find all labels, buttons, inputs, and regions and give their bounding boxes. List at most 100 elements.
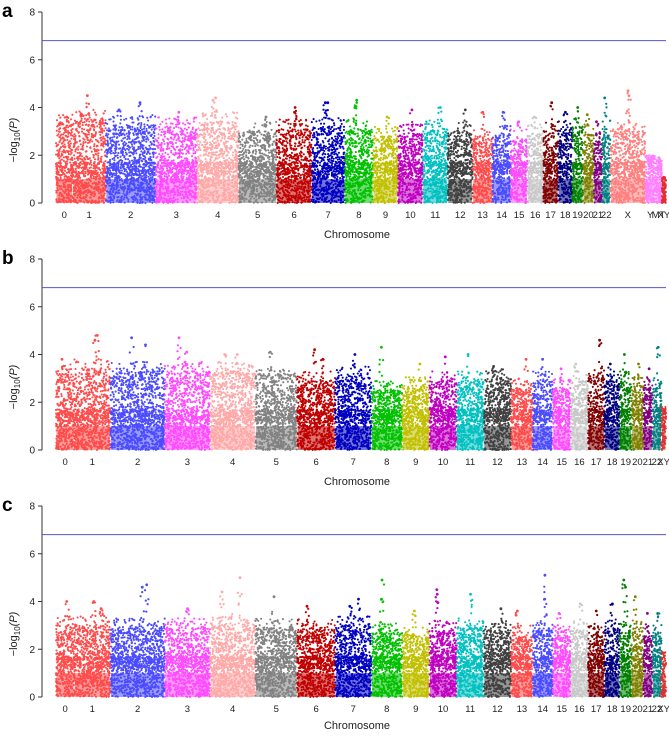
snp-point [67,117,69,119]
snp-point [65,126,67,128]
snp-point [100,149,102,151]
snp-point [60,122,62,124]
snp-point [77,146,79,148]
snp-point [64,152,66,154]
snp-point [63,149,65,151]
snp-point [61,158,63,160]
snp-point [93,145,95,147]
snp-point [58,114,60,116]
snp-dense-band [57,179,73,203]
snp-point [63,146,65,148]
snp-point [82,137,84,139]
manhattan-figure: a −log10(P) Chromosome 02468012345678910… [0,0,669,734]
snp-point [64,143,66,145]
snp-point [104,160,106,162]
snp-point [60,162,62,164]
snp-point [61,167,63,169]
y-tick-label: 8 [29,8,35,19]
snp-point [74,150,76,152]
snp-point [94,158,96,160]
snp-point [85,155,87,157]
snp-point [60,138,62,140]
snp-point [55,172,57,174]
snp-point [56,125,58,127]
snp-point [96,145,98,147]
snp-point [59,150,61,152]
snp-point [79,177,81,179]
snp-point [101,156,103,158]
snp-point [56,134,58,136]
snp-point [65,129,67,131]
snp-point [92,109,94,111]
snp-point [70,164,72,166]
snp-point [59,117,61,119]
snp-point [56,130,58,132]
snp-point [77,123,79,125]
snp-point [93,143,95,145]
chromosome-1-points [72,94,107,204]
snp-point [95,153,97,155]
snp-point [68,144,70,146]
snp-point [58,154,60,156]
snp-point [59,139,61,141]
snp-point [72,128,74,130]
snp-point [90,160,92,162]
snp-point [67,131,69,133]
snp-point [75,111,77,113]
snp-point [61,154,63,156]
snp-point [82,144,84,146]
snp-point [103,124,105,126]
snp-point [68,140,70,142]
snp-point [70,150,72,152]
snp-point [93,128,95,130]
snp-point [74,158,76,160]
snp-point [68,171,70,173]
y-tick-label: 6 [29,55,35,66]
snp-point [61,174,63,176]
snp-point [66,139,68,141]
snp-point [71,159,73,161]
snp-point [75,135,77,137]
snp-point [62,141,64,143]
snp-point [71,157,73,159]
snp-point [70,138,72,140]
snp-point [77,176,79,178]
snp-point [70,143,72,145]
snp-point [64,116,66,118]
y-tick-label: 4 [29,103,35,114]
snp-point [62,128,64,130]
snp-point [62,114,64,116]
snp-point [56,167,58,169]
snp-points [55,89,667,204]
snp-point [66,176,68,178]
snp-point [59,156,61,158]
snp-point [64,165,66,167]
snp-point [61,170,63,172]
snp-point [65,131,67,133]
chromosome-0-points [55,114,74,204]
snp-point [81,118,83,120]
snp-point [79,158,81,160]
snp-point [66,160,68,162]
snp-point [84,118,86,120]
snp-point [82,121,84,123]
snp-point [60,165,62,167]
snp-point [95,122,97,124]
snp-point [64,145,66,147]
snp-point [103,130,105,132]
snp-point [70,133,72,135]
snp-point [90,119,92,121]
snp-point [55,154,57,156]
snp-point [64,167,66,169]
snp-point [92,120,94,122]
snp-point [63,132,65,134]
snp-point [58,174,60,176]
snp-point [56,176,58,178]
snp-point [58,128,60,130]
snp-point [66,150,68,152]
y-tick-label: 2 [29,151,35,162]
snp-point [68,168,70,170]
snp-point [72,168,74,170]
panel-a-y-axis-title: −log10(P) [8,117,22,162]
snp-point [71,166,73,168]
